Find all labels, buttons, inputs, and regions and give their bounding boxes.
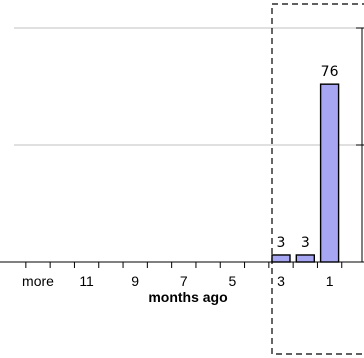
x-tick-label-5: 5 xyxy=(229,273,237,289)
x-tick-label-11: 11 xyxy=(79,273,94,289)
x-tick-label-9: 9 xyxy=(131,273,139,289)
x-tick-label-1: 1 xyxy=(326,273,334,289)
data-label-1: 76 xyxy=(321,64,339,80)
highlight-region-box xyxy=(271,3,364,355)
x-axis-title: months ago xyxy=(148,289,227,305)
data-label-3: 3 xyxy=(277,235,286,251)
x-tick-label-7: 7 xyxy=(180,273,188,289)
gridlines xyxy=(14,27,364,146)
bar-2 xyxy=(295,254,315,263)
x-axis xyxy=(0,27,364,268)
x-tick-label-more: more xyxy=(22,273,54,289)
bar-1 xyxy=(319,83,340,263)
data-label-2: 3 xyxy=(301,235,310,251)
x-tick-label-3: 3 xyxy=(277,273,285,289)
bar-3 xyxy=(271,254,291,263)
